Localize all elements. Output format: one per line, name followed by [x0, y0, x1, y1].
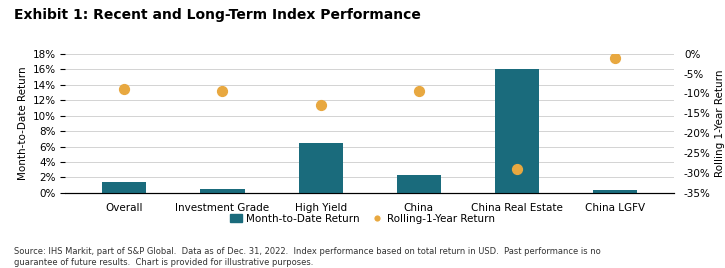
Y-axis label: Rolling 1-Year Return: Rolling 1-Year Return — [715, 69, 725, 177]
Y-axis label: Month-to-Date Return: Month-to-Date Return — [18, 66, 28, 180]
Bar — [397, 175, 441, 193]
Point — [315, 103, 326, 107]
Point — [217, 89, 228, 94]
Legend: Month-to-Date Return, Rolling-1-Year Return: Month-to-Date Return, Rolling-1-Year Ret… — [225, 210, 500, 228]
Text: Exhibit 1: Recent and Long-Term Index Performance: Exhibit 1: Recent and Long-Term Index Pe… — [14, 8, 421, 22]
Bar — [593, 190, 637, 193]
Bar — [495, 69, 539, 193]
Point — [413, 89, 425, 94]
Point — [511, 167, 523, 171]
Bar — [200, 189, 244, 193]
Point — [610, 55, 621, 60]
Text: Source: IHS Markit, part of S&P Global.  Data as of Dec. 31, 2022.  Index perfor: Source: IHS Markit, part of S&P Global. … — [14, 247, 601, 267]
Point — [118, 87, 130, 92]
Bar — [299, 143, 343, 193]
Bar — [102, 182, 146, 193]
